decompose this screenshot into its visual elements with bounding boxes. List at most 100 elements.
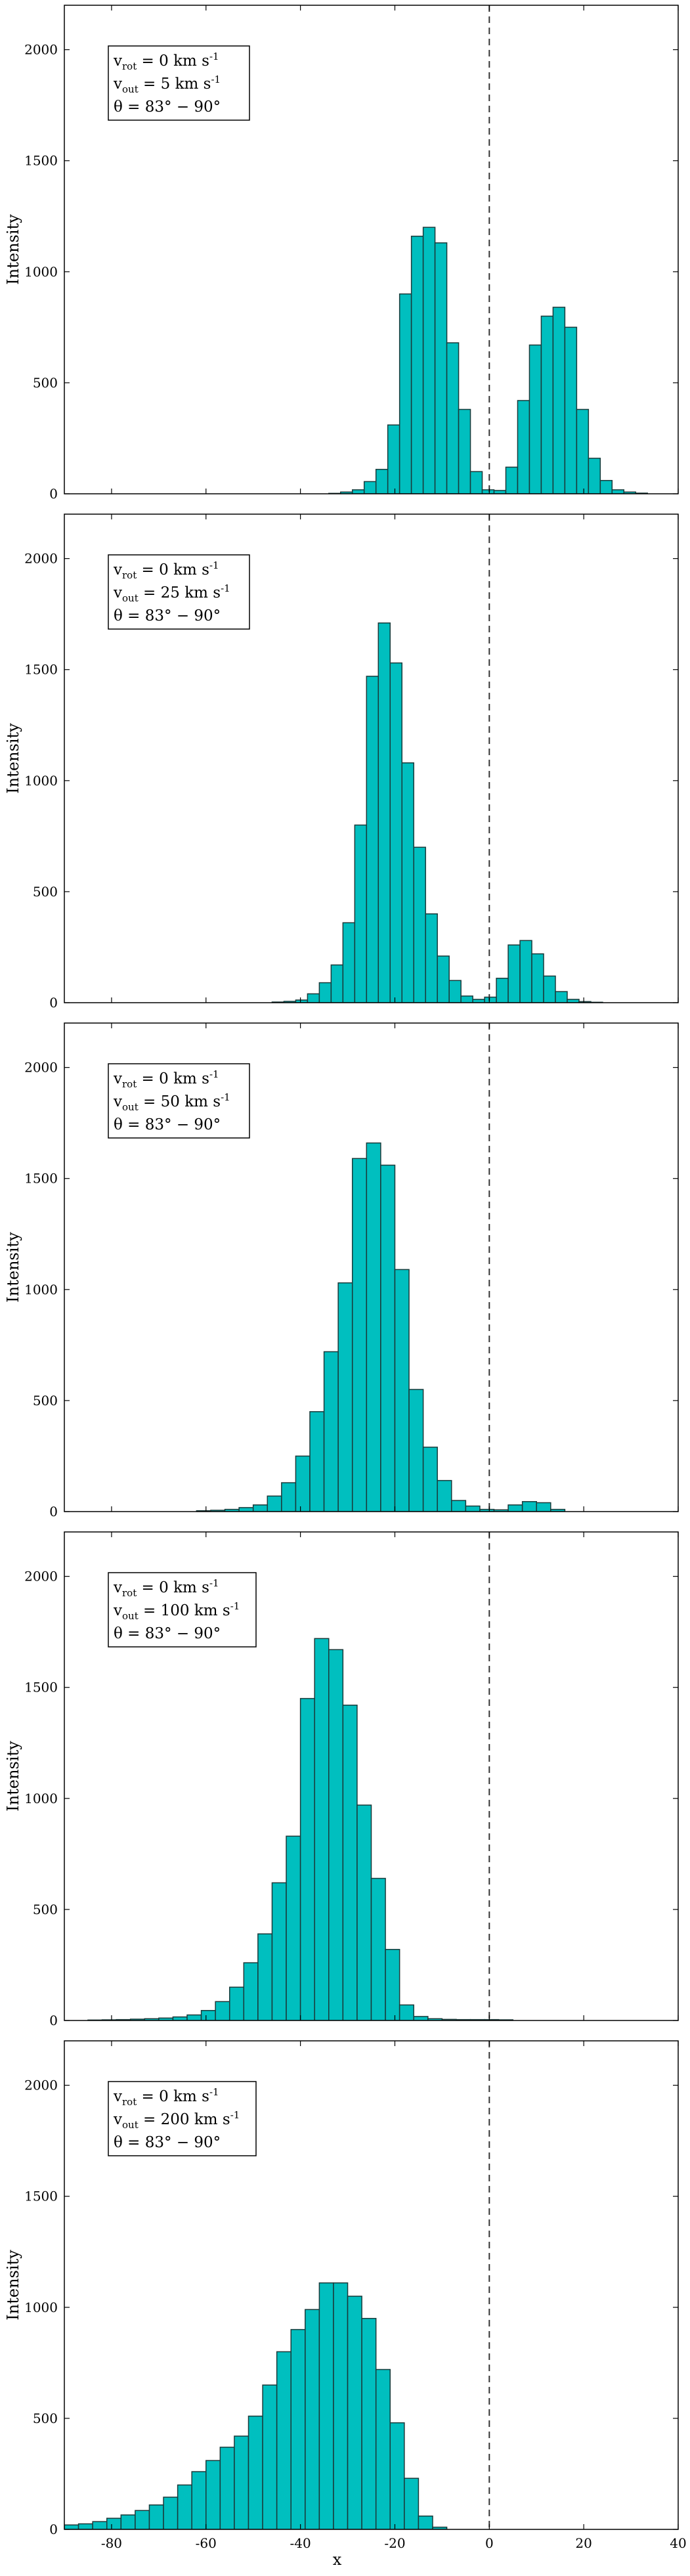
histogram-bar (328, 1649, 344, 2020)
histogram-bar (318, 982, 332, 1003)
histogram-bar (257, 1933, 273, 2020)
annotation-line: θ = 83° − 90° (114, 2134, 221, 2151)
histogram-bar (517, 400, 530, 494)
y-tick-label: 1000 (24, 773, 58, 789)
y-tick-label: 1000 (24, 1282, 58, 1298)
annotation-box (108, 2081, 257, 2156)
y-tick-label: 0 (49, 2013, 58, 2028)
x-tick-label: -80 (101, 2535, 122, 2551)
histogram-bar (399, 293, 412, 494)
histogram-bar (186, 2014, 202, 2020)
y-tick-label: 1500 (24, 1171, 58, 1187)
histogram-bar (200, 2010, 216, 2020)
x-tick-label: 40 (670, 2535, 686, 2551)
histogram-bar (290, 2328, 306, 2529)
histogram-bar (599, 479, 613, 494)
histogram-bar (375, 2369, 391, 2529)
histogram-bar (469, 471, 483, 494)
histogram-bar (484, 996, 497, 1003)
annotation-line: vrot = 0 km s-1 (113, 1577, 219, 1599)
y-tick-label: 1500 (24, 1680, 58, 1695)
histogram-bar (472, 999, 485, 1003)
annotation-line: vout = 5 km s-1 (113, 74, 221, 95)
annotation-line: vrot = 0 km s-1 (113, 1068, 219, 1090)
y-tick-label: 500 (33, 1902, 58, 1917)
histogram-bar (148, 2504, 164, 2529)
y-tick-label: 1500 (24, 153, 58, 169)
histogram-bar (536, 1502, 551, 1512)
histogram-bar (267, 1495, 282, 1512)
histogram-bar (361, 2317, 377, 2529)
histogram-bar (401, 762, 414, 1003)
histogram-panel-1: 0 500 1000 1500 2000 Intensity vrot = 0 km s-1… (4, 5, 679, 502)
histogram-bar (342, 922, 356, 1003)
histogram-bar (262, 2384, 278, 2529)
histogram-bar (493, 490, 507, 494)
histogram-bar (434, 242, 448, 494)
histogram-bar (375, 469, 389, 494)
histogram-bar (458, 408, 471, 494)
histogram-panel-2: 0 500 1000 1500 2000 Intensity vrot = 0 km s-1… (4, 513, 679, 1011)
histogram-bar (519, 940, 532, 1003)
y-tick-label: 0 (49, 995, 58, 1011)
annotation-line: vrot = 0 km s-1 (113, 51, 219, 72)
histogram-bar (389, 2422, 405, 2529)
histogram-bar (271, 1882, 287, 2020)
histogram-bar (106, 2518, 122, 2529)
annotation-line: vrot = 0 km s-1 (113, 2086, 219, 2108)
histogram-bar (354, 824, 368, 1003)
histogram-bar (531, 953, 544, 1003)
y-tick-label: 2000 (24, 551, 58, 567)
x-axis-title: x (333, 2550, 342, 2569)
histogram-bar (481, 489, 495, 494)
bars-group (196, 1142, 566, 1512)
y-tick-label: 1000 (24, 264, 58, 280)
histogram-bar (425, 913, 438, 1003)
histogram-bar (323, 1351, 339, 1512)
histogram-bar (446, 342, 460, 494)
histogram-bar (394, 1269, 410, 1512)
y-axis-title: Intensity (4, 723, 22, 794)
histogram-bar (385, 1949, 400, 2020)
annotation-line: vout = 25 km s-1 (113, 582, 230, 604)
histogram-bar (205, 2460, 221, 2529)
histogram-bar (309, 1411, 325, 1512)
histogram-bar (404, 2478, 420, 2529)
histogram-bar (243, 1962, 259, 2020)
histogram-bar (555, 991, 568, 1003)
y-axis-title: Intensity (4, 214, 22, 285)
histogram-bar (215, 2001, 230, 2020)
histogram-bar (219, 2447, 235, 2529)
histogram-bar (588, 458, 601, 494)
histogram-bar (281, 1482, 297, 1512)
histogram-bar (356, 1804, 372, 2020)
histogram-bar (342, 1705, 358, 2020)
histogram-bar (333, 2282, 349, 2529)
histogram-panel-4: 0 500 1000 1500 2000 Intensity vrot = 0 km s-1… (4, 1531, 679, 2028)
histogram-bar (314, 1638, 330, 2020)
histogram-bar (505, 466, 519, 494)
histogram-bar (451, 1500, 467, 1512)
y-axis-title: Intensity (4, 1232, 22, 1303)
bars-group (87, 1638, 514, 2020)
y-tick-label: 0 (49, 1504, 58, 1519)
bars-group (64, 2282, 448, 2529)
histogram-bar (448, 980, 462, 1003)
y-tick-label: 2000 (24, 1569, 58, 1584)
histogram-bar (234, 2435, 249, 2529)
plot-frame (64, 1531, 679, 2021)
annotation-box (108, 1572, 257, 1648)
histogram-bar (366, 1142, 381, 1512)
y-tick-label: 1500 (24, 2189, 58, 2204)
y-tick-label: 1000 (24, 2300, 58, 2315)
histogram-bar (347, 2296, 362, 2529)
annotation-box (108, 1063, 250, 1139)
y-axis-title: Intensity (4, 2250, 22, 2321)
y-tick-label: 500 (33, 375, 58, 391)
histogram-bar (92, 2521, 108, 2529)
y-tick-label: 500 (33, 1393, 58, 1408)
annotation-box (108, 45, 250, 121)
x-tick-label: -40 (290, 2535, 311, 2551)
histogram-bar (410, 235, 424, 494)
